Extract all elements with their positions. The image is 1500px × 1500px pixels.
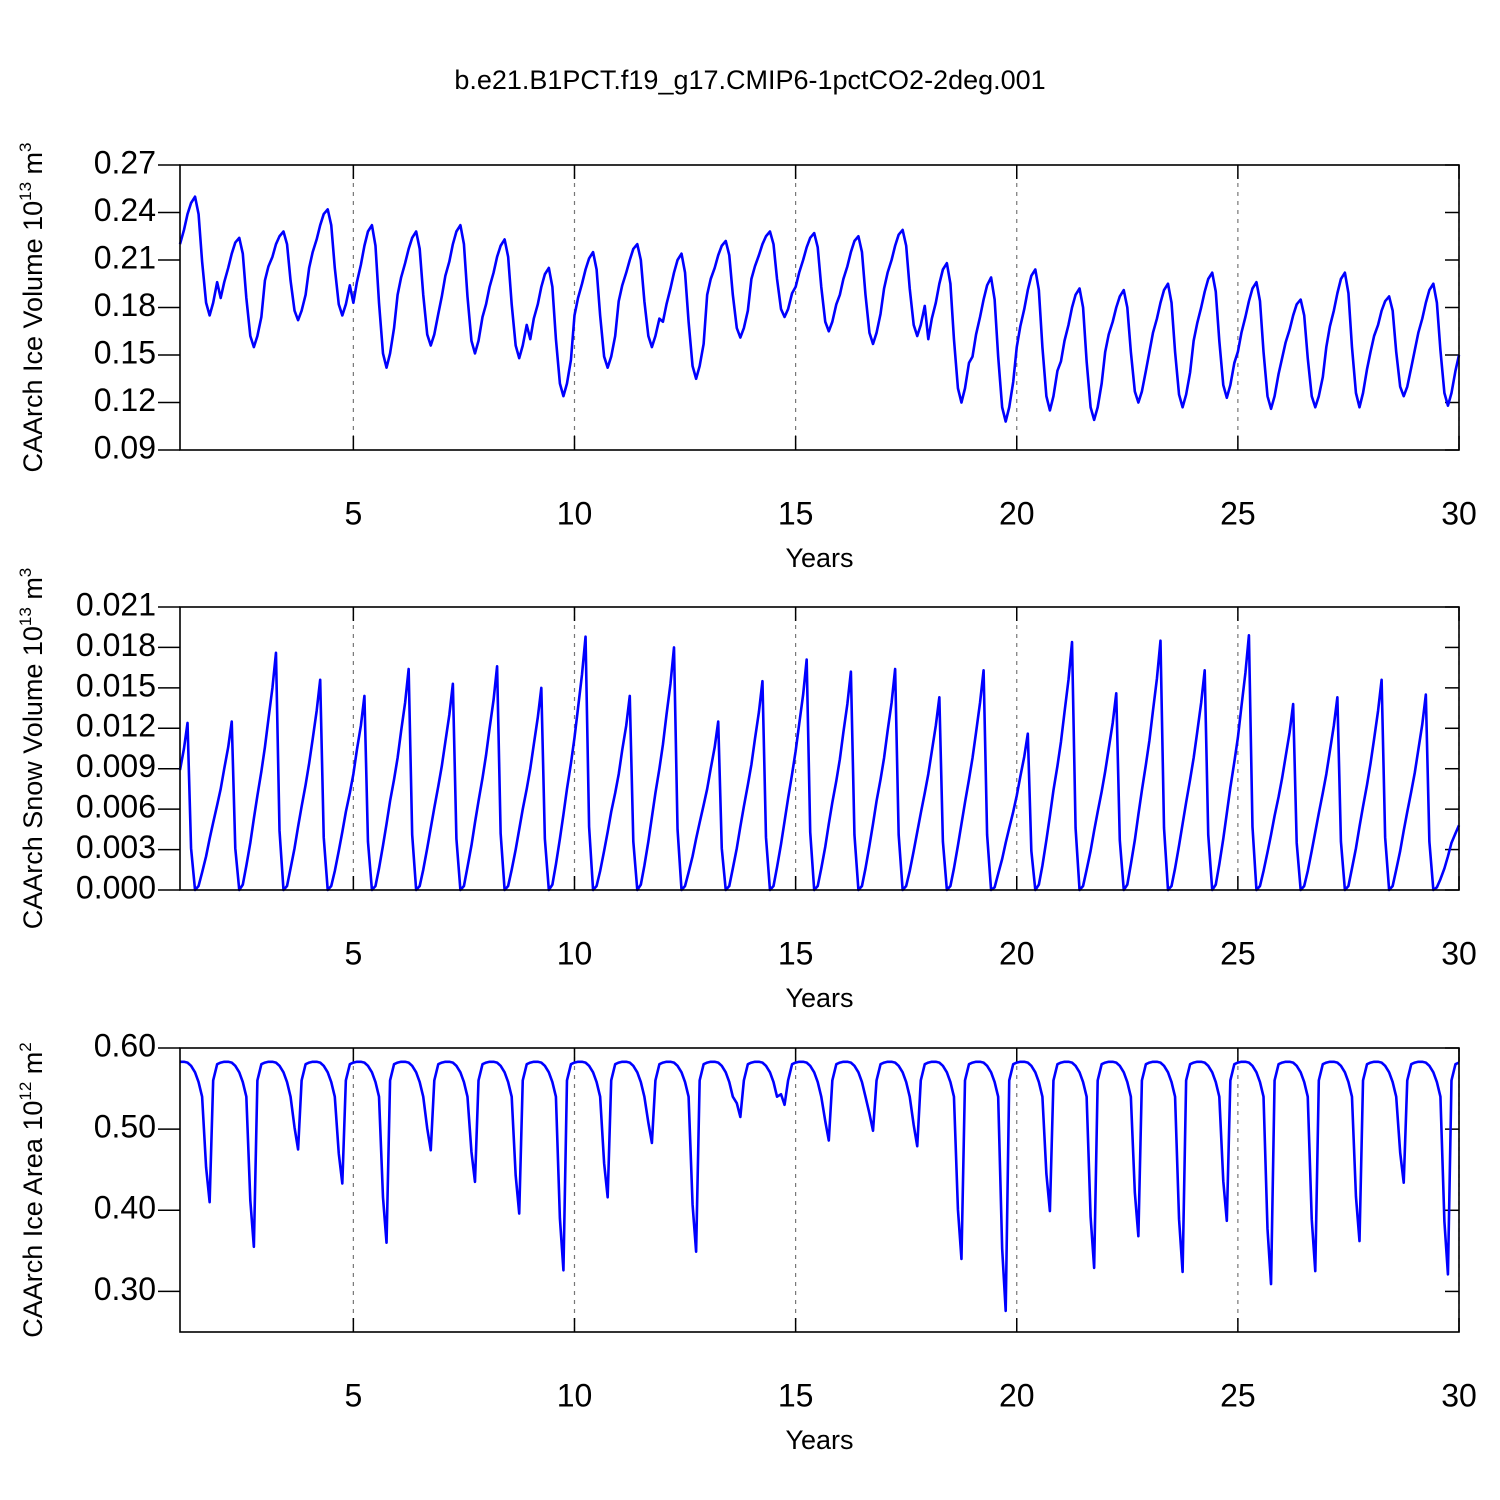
y-tick-label: 0.24 — [94, 192, 156, 228]
y-label-unit: m — [18, 1052, 48, 1082]
y-tick-label: 0.50 — [94, 1109, 156, 1145]
figure-title: b.e21.B1PCT.f19_g17.CMIP6-1pctCO2-2deg.0… — [454, 65, 1045, 95]
x-tick-label: 20 — [999, 1377, 1035, 1413]
data-line — [180, 1060, 1460, 1313]
y-tick-label: 0.021 — [76, 586, 156, 622]
data-line — [178, 195, 1461, 423]
plot-frame — [179, 606, 1460, 891]
x-tick-label: 30 — [1441, 935, 1477, 971]
data-line — [178, 634, 1461, 892]
x-tick-label: 20 — [999, 495, 1035, 531]
y-tick-label: 0.60 — [94, 1027, 156, 1063]
y-tick-label: 0.000 — [76, 869, 156, 905]
x-axis-label: Years — [785, 983, 853, 1013]
y-tick-label: 0.40 — [94, 1190, 156, 1226]
y-axis-label: CAArch Ice Volume 1013 m3 — [16, 142, 48, 472]
x-tick-label: 10 — [557, 1377, 593, 1413]
y-label-exp: 13 — [16, 182, 35, 201]
y-label-text: CAArch Ice Area 10 — [18, 1101, 48, 1338]
x-tick-label: 30 — [1441, 495, 1477, 531]
y-label-exp: 13 — [16, 607, 35, 626]
y-label-text: CAArch Snow Volume 10 — [18, 626, 48, 929]
y-label-unit: m — [18, 577, 48, 607]
x-tick-label: 15 — [778, 1377, 814, 1413]
y-tick-label: 0.012 — [76, 708, 156, 744]
y-tick-label: 0.15 — [94, 334, 156, 370]
y-tick-label: 0.006 — [76, 789, 156, 825]
x-axis-label: Years — [785, 543, 853, 573]
y-tick-label: 0.27 — [94, 144, 156, 180]
y-label-exp: 12 — [16, 1082, 35, 1101]
y-label-unit-exp: 2 — [16, 1042, 35, 1051]
x-tick-label: 5 — [344, 1377, 362, 1413]
y-tick-label: 0.009 — [76, 748, 156, 784]
x-tick-label: 10 — [557, 935, 593, 971]
y-tick-label: 0.30 — [94, 1271, 156, 1307]
y-label-unit-exp: 3 — [16, 568, 35, 577]
x-tick-label: 15 — [778, 935, 814, 971]
x-tick-label: 10 — [557, 495, 593, 531]
y-axis-label: CAArch Snow Volume 1013 m3 — [16, 568, 48, 930]
x-tick-label: 15 — [778, 495, 814, 531]
y-tick-label: 0.21 — [94, 239, 156, 275]
x-axis-label: Years — [785, 1425, 853, 1455]
x-tick-label: 30 — [1441, 1377, 1477, 1413]
y-tick-label: 0.015 — [76, 667, 156, 703]
y-label-text: CAArch Ice Volume 10 — [18, 201, 48, 473]
y-tick-label: 0.18 — [94, 287, 156, 323]
y-tick-label: 0.018 — [76, 627, 156, 663]
y-tick-label: 0.09 — [94, 429, 156, 465]
y-label-unit: m — [18, 152, 48, 182]
plot-frame — [179, 164, 1460, 451]
x-tick-label: 25 — [1220, 495, 1256, 531]
x-tick-label: 20 — [999, 935, 1035, 971]
plot-frame — [179, 1047, 1460, 1333]
y-label-unit-exp: 3 — [16, 142, 35, 151]
x-tick-label: 5 — [344, 935, 362, 971]
x-tick-label: 25 — [1220, 1377, 1256, 1413]
x-tick-label: 25 — [1220, 935, 1256, 971]
y-tick-label: 0.12 — [94, 382, 156, 418]
x-tick-label: 5 — [344, 495, 362, 531]
y-axis-label: CAArch Ice Area 1012 m2 — [16, 1042, 48, 1338]
y-tick-label: 0.003 — [76, 829, 156, 865]
